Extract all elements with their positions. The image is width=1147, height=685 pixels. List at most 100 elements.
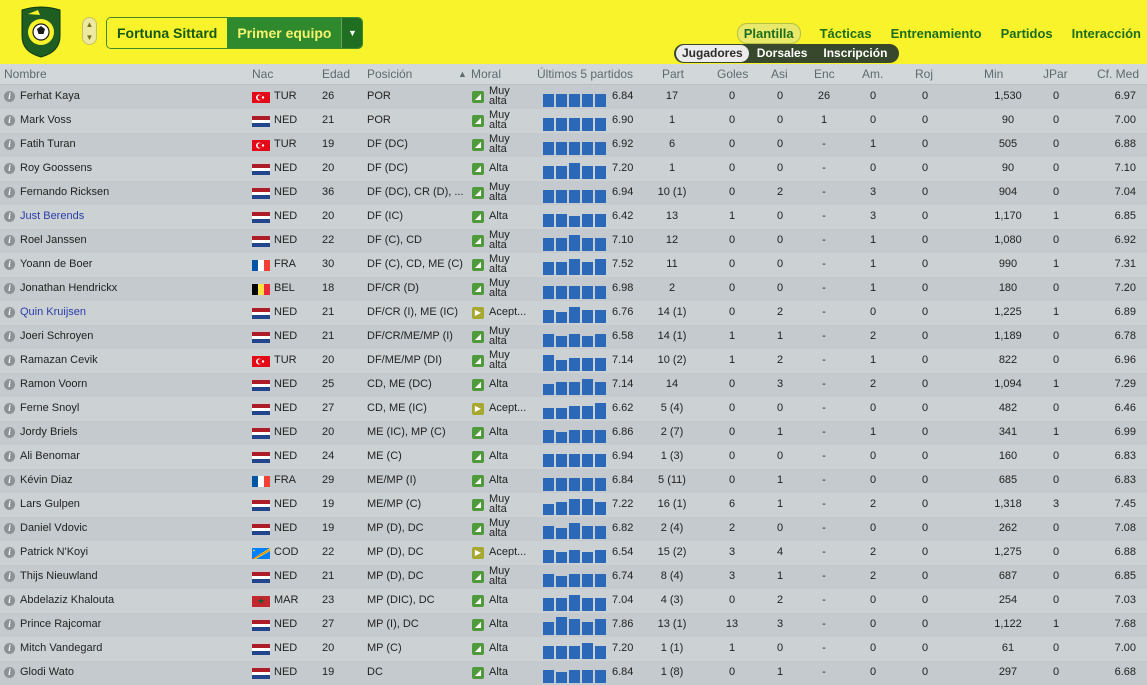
nav-plantilla[interactable]: Plantilla — [736, 23, 801, 44]
player-name[interactable]: Glodi Wato — [20, 666, 75, 678]
col-part[interactable]: Part — [662, 67, 685, 81]
info-icon[interactable]: i — [4, 451, 15, 462]
nav-partidos[interactable]: Partidos — [1000, 26, 1053, 41]
nav-tacticas[interactable]: Tácticas — [819, 26, 872, 41]
col-posicion[interactable]: Posición — [367, 67, 413, 81]
player-name[interactable]: Prince Rajcomar — [20, 618, 102, 630]
player-name[interactable]: Patrick N'Koyi — [20, 546, 89, 558]
player-name[interactable]: Abdelaziz Khalouta — [20, 594, 115, 606]
table-row[interactable]: i Quin Kruijsen NED 21 DF/CR (I), ME (IC) ▶ Ac… — [0, 301, 1147, 325]
info-icon[interactable]: i — [4, 283, 15, 294]
table-row[interactable]: i Jordy Briels NED 20 ME (IC), MP (C) ◢ Alta 6.… — [0, 421, 1147, 445]
player-name[interactable]: Joeri Schroyen — [20, 330, 94, 342]
table-row[interactable]: i Abdelaziz Khalouta MAR 23 MP (DIC), DC ◢ Alt… — [0, 589, 1147, 613]
info-icon[interactable]: i — [4, 211, 15, 222]
tab-jugadores[interactable]: Jugadores — [676, 45, 749, 62]
info-icon[interactable]: i — [4, 139, 15, 150]
player-name[interactable]: Jonathan Hendrickx — [20, 282, 118, 294]
table-row[interactable]: i Glodi Wato NED 19 DC ◢ Alta 6.84 1 (8) 0 1 - 0 0 297… — [0, 661, 1147, 685]
info-icon[interactable]: i — [4, 523, 15, 534]
table-row[interactable]: i Roel Janssen NED 22 DF (C), CD ◢ Muy alta 7.1… — [0, 229, 1147, 253]
info-icon[interactable]: i — [4, 235, 15, 246]
table-row[interactable]: i Fernando Ricksen NED 36 DF (DC), CR (D), .… — [0, 181, 1147, 205]
info-icon[interactable]: i — [4, 427, 15, 438]
player-name[interactable]: Roel Janssen — [20, 234, 87, 246]
info-icon[interactable]: i — [4, 331, 15, 342]
table-row[interactable]: i Kévin Diaz FRA 29 ME/MP (I) ◢ Alta 6.84 5 (11)… — [0, 469, 1147, 493]
table-row[interactable]: i Prince Rajcomar NED 27 MP (I), DC ◢ Alta 7.86… — [0, 613, 1147, 637]
table-row[interactable]: i Just Berends NED 20 DF (IC) ◢ Alta 6.42 13 1 0 - 3… — [0, 205, 1147, 229]
info-icon[interactable]: i — [4, 547, 15, 558]
club-name-button[interactable]: Fortuna Sittard — [107, 18, 228, 48]
info-icon[interactable]: i — [4, 379, 15, 390]
player-name[interactable]: Roy Goossens — [20, 162, 93, 174]
table-row[interactable]: i Mitch Vandegard NED 20 MP (C) ◢ Alta 7.20 1 (1… — [0, 637, 1147, 661]
club-stepper[interactable]: ▲ ▼ — [82, 17, 97, 45]
info-icon[interactable]: i — [4, 307, 15, 318]
stepper-up-icon[interactable]: ▲ — [85, 20, 94, 29]
col-am[interactable]: Am. — [862, 67, 884, 81]
info-icon[interactable]: i — [4, 571, 15, 582]
player-name[interactable]: Daniel Vdovic — [20, 522, 88, 534]
col-ultimos-5[interactable]: Últimos 5 partidos — [537, 67, 634, 81]
player-name[interactable]: Lars Gulpen — [20, 498, 80, 510]
info-icon[interactable]: i — [4, 475, 15, 486]
player-name[interactable]: Yoann de Boer — [20, 258, 93, 270]
player-name[interactable]: Jordy Briels — [20, 426, 78, 438]
info-icon[interactable]: i — [4, 619, 15, 630]
col-cf-med[interactable]: Cf. Med — [1097, 67, 1140, 81]
stepper-down-icon[interactable]: ▼ — [85, 33, 94, 42]
table-row[interactable]: i Ferne Snoyl NED 27 CD, ME (IC) ▶ Acept... 6.6… — [0, 397, 1147, 421]
info-icon[interactable]: i — [4, 91, 15, 102]
col-moral[interactable]: Moral — [471, 67, 502, 81]
player-name[interactable]: Ferhat Kaya — [20, 90, 80, 102]
player-name[interactable]: Kévin Diaz — [20, 474, 73, 486]
player-name[interactable]: Thijs Nieuwland — [20, 570, 98, 582]
table-row[interactable]: i Lars Gulpen NED 19 ME/MP (C) ◢ Muy alta 7.22 1… — [0, 493, 1147, 517]
table-row[interactable]: i Joeri Schroyen NED 21 DF/CR/ME/MP (I) ◢ Muy … — [0, 325, 1147, 349]
player-name[interactable]: Fatih Turan — [20, 138, 76, 150]
col-enc[interactable]: Enc — [814, 67, 835, 81]
col-nac[interactable]: Nac — [252, 67, 274, 81]
player-name[interactable]: Mark Voss — [20, 114, 72, 126]
table-row[interactable]: i Patrick N'Koyi COD 22 MP (D), DC ▶ Acept... 6… — [0, 541, 1147, 565]
info-icon[interactable]: i — [4, 499, 15, 510]
info-icon[interactable]: i — [4, 403, 15, 414]
team-dropdown-icon[interactable]: ▼ — [341, 18, 363, 48]
col-min[interactable]: Min — [984, 67, 1004, 81]
player-name[interactable]: Ali Benomar — [20, 450, 80, 462]
table-row[interactable]: i Jonathan Hendrickx BEL 18 DF/CR (D) ◢ Muy al… — [0, 277, 1147, 301]
info-icon[interactable]: i — [4, 259, 15, 270]
table-row[interactable]: i Ali Benomar NED 24 ME (C) ◢ Alta 6.94 1 (3) 0 0 -… — [0, 445, 1147, 469]
player-name[interactable]: Quin Kruijsen — [20, 306, 87, 318]
player-name[interactable]: Ferne Snoyl — [20, 402, 80, 414]
info-icon[interactable]: i — [4, 115, 15, 126]
club-crest-icon[interactable] — [18, 6, 64, 58]
player-name[interactable]: Ramazan Cevik — [20, 354, 98, 366]
table-row[interactable]: i Ferhat Kaya TUR 26 POR ◢ Muy alta 6.84 17 0 0 26 0… — [0, 85, 1147, 109]
info-icon[interactable]: i — [4, 355, 15, 366]
col-roj[interactable]: Roj — [915, 67, 934, 81]
info-icon[interactable]: i — [4, 667, 15, 678]
tab-inscripcion[interactable]: Inscripción — [823, 46, 888, 60]
player-name[interactable]: Fernando Ricksen — [20, 186, 110, 198]
nav-interaccion[interactable]: Interacción — [1071, 26, 1141, 41]
nav-entrenamiento[interactable]: Entrenamiento — [890, 26, 982, 41]
col-nombre[interactable]: Nombre — [4, 67, 47, 81]
info-icon[interactable]: i — [4, 187, 15, 198]
info-icon[interactable]: i — [4, 163, 15, 174]
table-row[interactable]: i Ramazan Cevik TUR 20 DF/ME/MP (DI) ◢ Muy alt… — [0, 349, 1147, 373]
table-row[interactable]: i Mark Voss NED 21 POR ◢ Muy alta 6.90 1 0 0 1 0 0 90 0… — [0, 109, 1147, 133]
player-name[interactable]: Mitch Vandegard — [20, 642, 103, 654]
table-row[interactable]: i Yoann de Boer FRA 30 DF (C), CD, ME (C) ◢ Mu… — [0, 253, 1147, 277]
player-name[interactable]: Just Berends — [20, 210, 85, 222]
col-jpar[interactable]: JPar — [1043, 67, 1068, 81]
player-name[interactable]: Ramon Voorn — [20, 378, 88, 390]
info-icon[interactable]: i — [4, 595, 15, 606]
tab-dorsales[interactable]: Dorsales — [756, 46, 808, 60]
table-row[interactable]: i Roy Goossens NED 20 DF (DC) ◢ Alta 7.20 1 0 0 - 0 0… — [0, 157, 1147, 181]
table-row[interactable]: i Ramon Voorn NED 25 CD, ME (DC) ◢ Alta 7.14 14 0… — [0, 373, 1147, 397]
team-name-button[interactable]: Primer equipo — [227, 18, 342, 48]
table-row[interactable]: i Thijs Nieuwland NED 21 MP (D), DC ◢ Muy alta… — [0, 565, 1147, 589]
table-row[interactable]: i Fatih Turan TUR 19 DF (DC) ◢ Muy alta 6.92 6 0 0… — [0, 133, 1147, 157]
